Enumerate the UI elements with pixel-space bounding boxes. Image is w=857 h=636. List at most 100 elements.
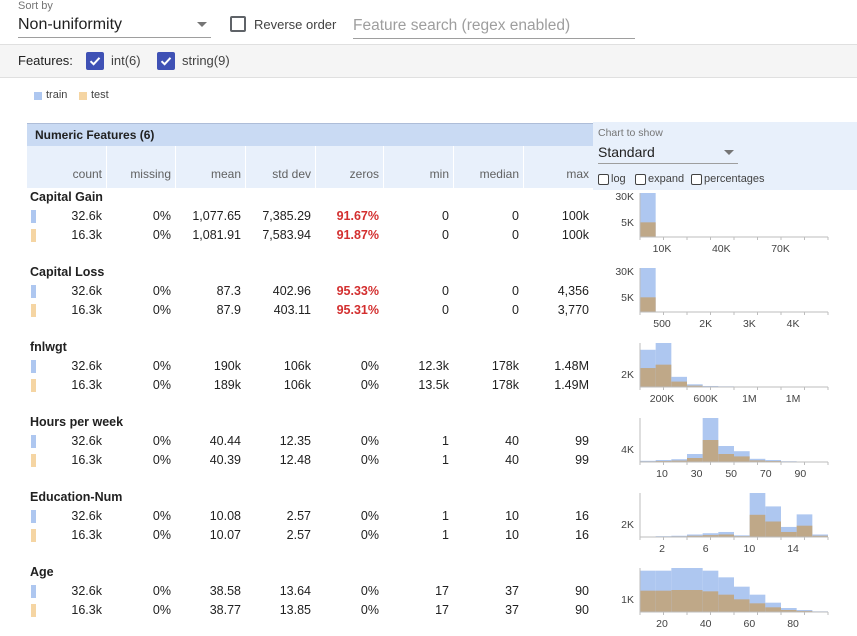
train-std-dev-value: 12.35 bbox=[279, 434, 311, 448]
percentages-checkbox[interactable] bbox=[691, 174, 702, 185]
test-bar bbox=[687, 590, 703, 612]
column-divider bbox=[453, 146, 454, 188]
test-std-dev-value: 13.85 bbox=[279, 603, 311, 617]
test-mean-value: 38.77 bbox=[209, 603, 241, 617]
train-median-value: 0 bbox=[512, 284, 519, 298]
test-bar bbox=[687, 458, 703, 462]
train-bar bbox=[796, 610, 813, 612]
train-min-value: 0 bbox=[442, 284, 449, 298]
test-bar bbox=[640, 590, 656, 612]
test-zeros-value: 0% bbox=[360, 528, 379, 542]
string-features-checkbox[interactable] bbox=[157, 52, 175, 70]
train-mean-value: 38.58 bbox=[209, 584, 241, 598]
test-bar bbox=[796, 610, 813, 612]
test-max-value: 99 bbox=[575, 453, 589, 467]
x-tick-label: 10 bbox=[743, 543, 756, 555]
test-median-value: 178k bbox=[491, 378, 519, 392]
column-header-zeros[interactable]: zeros bbox=[349, 167, 379, 181]
test-std-dev-value: 2.57 bbox=[286, 528, 311, 542]
train-count-value: 32.6k bbox=[71, 584, 102, 598]
train-max-value: 4,356 bbox=[557, 284, 589, 298]
train-missing-value: 0% bbox=[152, 359, 171, 373]
column-header-std-dev[interactable]: std dev bbox=[272, 167, 311, 181]
train-bar bbox=[718, 577, 734, 612]
feature-search-input[interactable] bbox=[353, 13, 635, 39]
train-swatch bbox=[31, 285, 36, 298]
reverse-order-label[interactable]: Reverse order bbox=[254, 17, 337, 32]
percentages-label[interactable]: percentages bbox=[704, 173, 765, 185]
train-bar bbox=[718, 386, 734, 387]
feature-name[interactable]: Age bbox=[30, 565, 54, 579]
train-max-value: 99 bbox=[575, 434, 589, 448]
train-bar bbox=[765, 506, 781, 537]
train-bar bbox=[640, 268, 656, 312]
train-bar bbox=[655, 460, 672, 462]
y-tick-label: 2K bbox=[621, 369, 634, 381]
expand-checkbox[interactable] bbox=[635, 174, 646, 185]
column-header-median[interactable]: median bbox=[479, 167, 519, 181]
test-std-dev-value: 7,583.94 bbox=[262, 228, 311, 242]
test-bar bbox=[655, 364, 672, 387]
train-swatch bbox=[31, 435, 36, 448]
column-header-min[interactable]: min bbox=[429, 167, 449, 181]
column-header-count[interactable]: count bbox=[72, 167, 102, 181]
column-header-row bbox=[27, 146, 593, 188]
train-median-value: 37 bbox=[505, 584, 519, 598]
feature-name[interactable]: fnlwgt bbox=[30, 340, 67, 354]
sort-by-dropdown[interactable]: Non-uniformity bbox=[18, 14, 211, 38]
train-zeros-value: 95.33% bbox=[336, 284, 379, 298]
test-swatch bbox=[31, 454, 36, 467]
train-missing-value: 0% bbox=[152, 284, 171, 298]
train-count-value: 32.6k bbox=[71, 434, 102, 448]
string-features-label[interactable]: string(9) bbox=[182, 53, 230, 68]
expand-label[interactable]: expand bbox=[648, 173, 685, 185]
train-bar bbox=[687, 384, 703, 387]
feature-name[interactable]: Capital Loss bbox=[30, 265, 105, 279]
feature-name[interactable]: Education-Num bbox=[30, 490, 123, 504]
test-bar bbox=[687, 535, 703, 537]
train-max-value: 100k bbox=[561, 209, 589, 223]
column-header-mean[interactable]: mean bbox=[210, 167, 241, 181]
test-bar bbox=[734, 456, 750, 462]
test-bar bbox=[718, 594, 734, 612]
reverse-order-checkbox[interactable] bbox=[230, 16, 246, 32]
train-bar bbox=[671, 376, 687, 387]
column-header-max[interactable]: max bbox=[566, 167, 589, 181]
x-tick-label: 600K bbox=[693, 393, 718, 405]
test-median-value: 37 bbox=[505, 603, 519, 617]
test-bar bbox=[640, 297, 656, 312]
log-label[interactable]: log bbox=[611, 173, 626, 185]
test-median-value: 10 bbox=[505, 528, 519, 542]
column-divider bbox=[106, 146, 107, 188]
column-divider bbox=[175, 146, 176, 188]
column-header-missing[interactable]: missing bbox=[130, 167, 171, 181]
test-swatch bbox=[31, 304, 36, 317]
test-mean-value: 189k bbox=[213, 378, 241, 392]
train-median-value: 0 bbox=[512, 209, 519, 223]
log-checkbox[interactable] bbox=[598, 174, 609, 185]
test-std-dev-value: 403.11 bbox=[273, 303, 311, 317]
chart-to-show-dropdown[interactable]: Standard bbox=[598, 142, 738, 164]
train-bar bbox=[671, 568, 687, 612]
test-bar bbox=[749, 603, 766, 612]
test-max-value: 90 bbox=[575, 603, 589, 617]
train-bar bbox=[812, 611, 828, 612]
feature-name[interactable]: Capital Gain bbox=[30, 190, 103, 204]
test-bar bbox=[702, 386, 719, 387]
train-zeros-value: 0% bbox=[360, 434, 379, 448]
train-bar bbox=[702, 418, 719, 462]
x-tick-label: 70K bbox=[771, 243, 790, 255]
train-swatch bbox=[31, 360, 36, 373]
test-bar bbox=[749, 460, 766, 462]
train-count-value: 32.6k bbox=[71, 284, 102, 298]
train-swatch bbox=[31, 585, 36, 598]
test-std-dev-value: 106k bbox=[283, 378, 311, 392]
x-tick-label: 1M bbox=[742, 393, 757, 405]
column-divider bbox=[245, 146, 246, 188]
test-median-value: 0 bbox=[512, 303, 519, 317]
feature-name[interactable]: Hours per week bbox=[30, 415, 124, 429]
test-bar bbox=[749, 514, 766, 537]
train-bar bbox=[655, 570, 672, 612]
int-features-label[interactable]: int(6) bbox=[111, 53, 141, 68]
int-features-checkbox[interactable] bbox=[86, 52, 104, 70]
